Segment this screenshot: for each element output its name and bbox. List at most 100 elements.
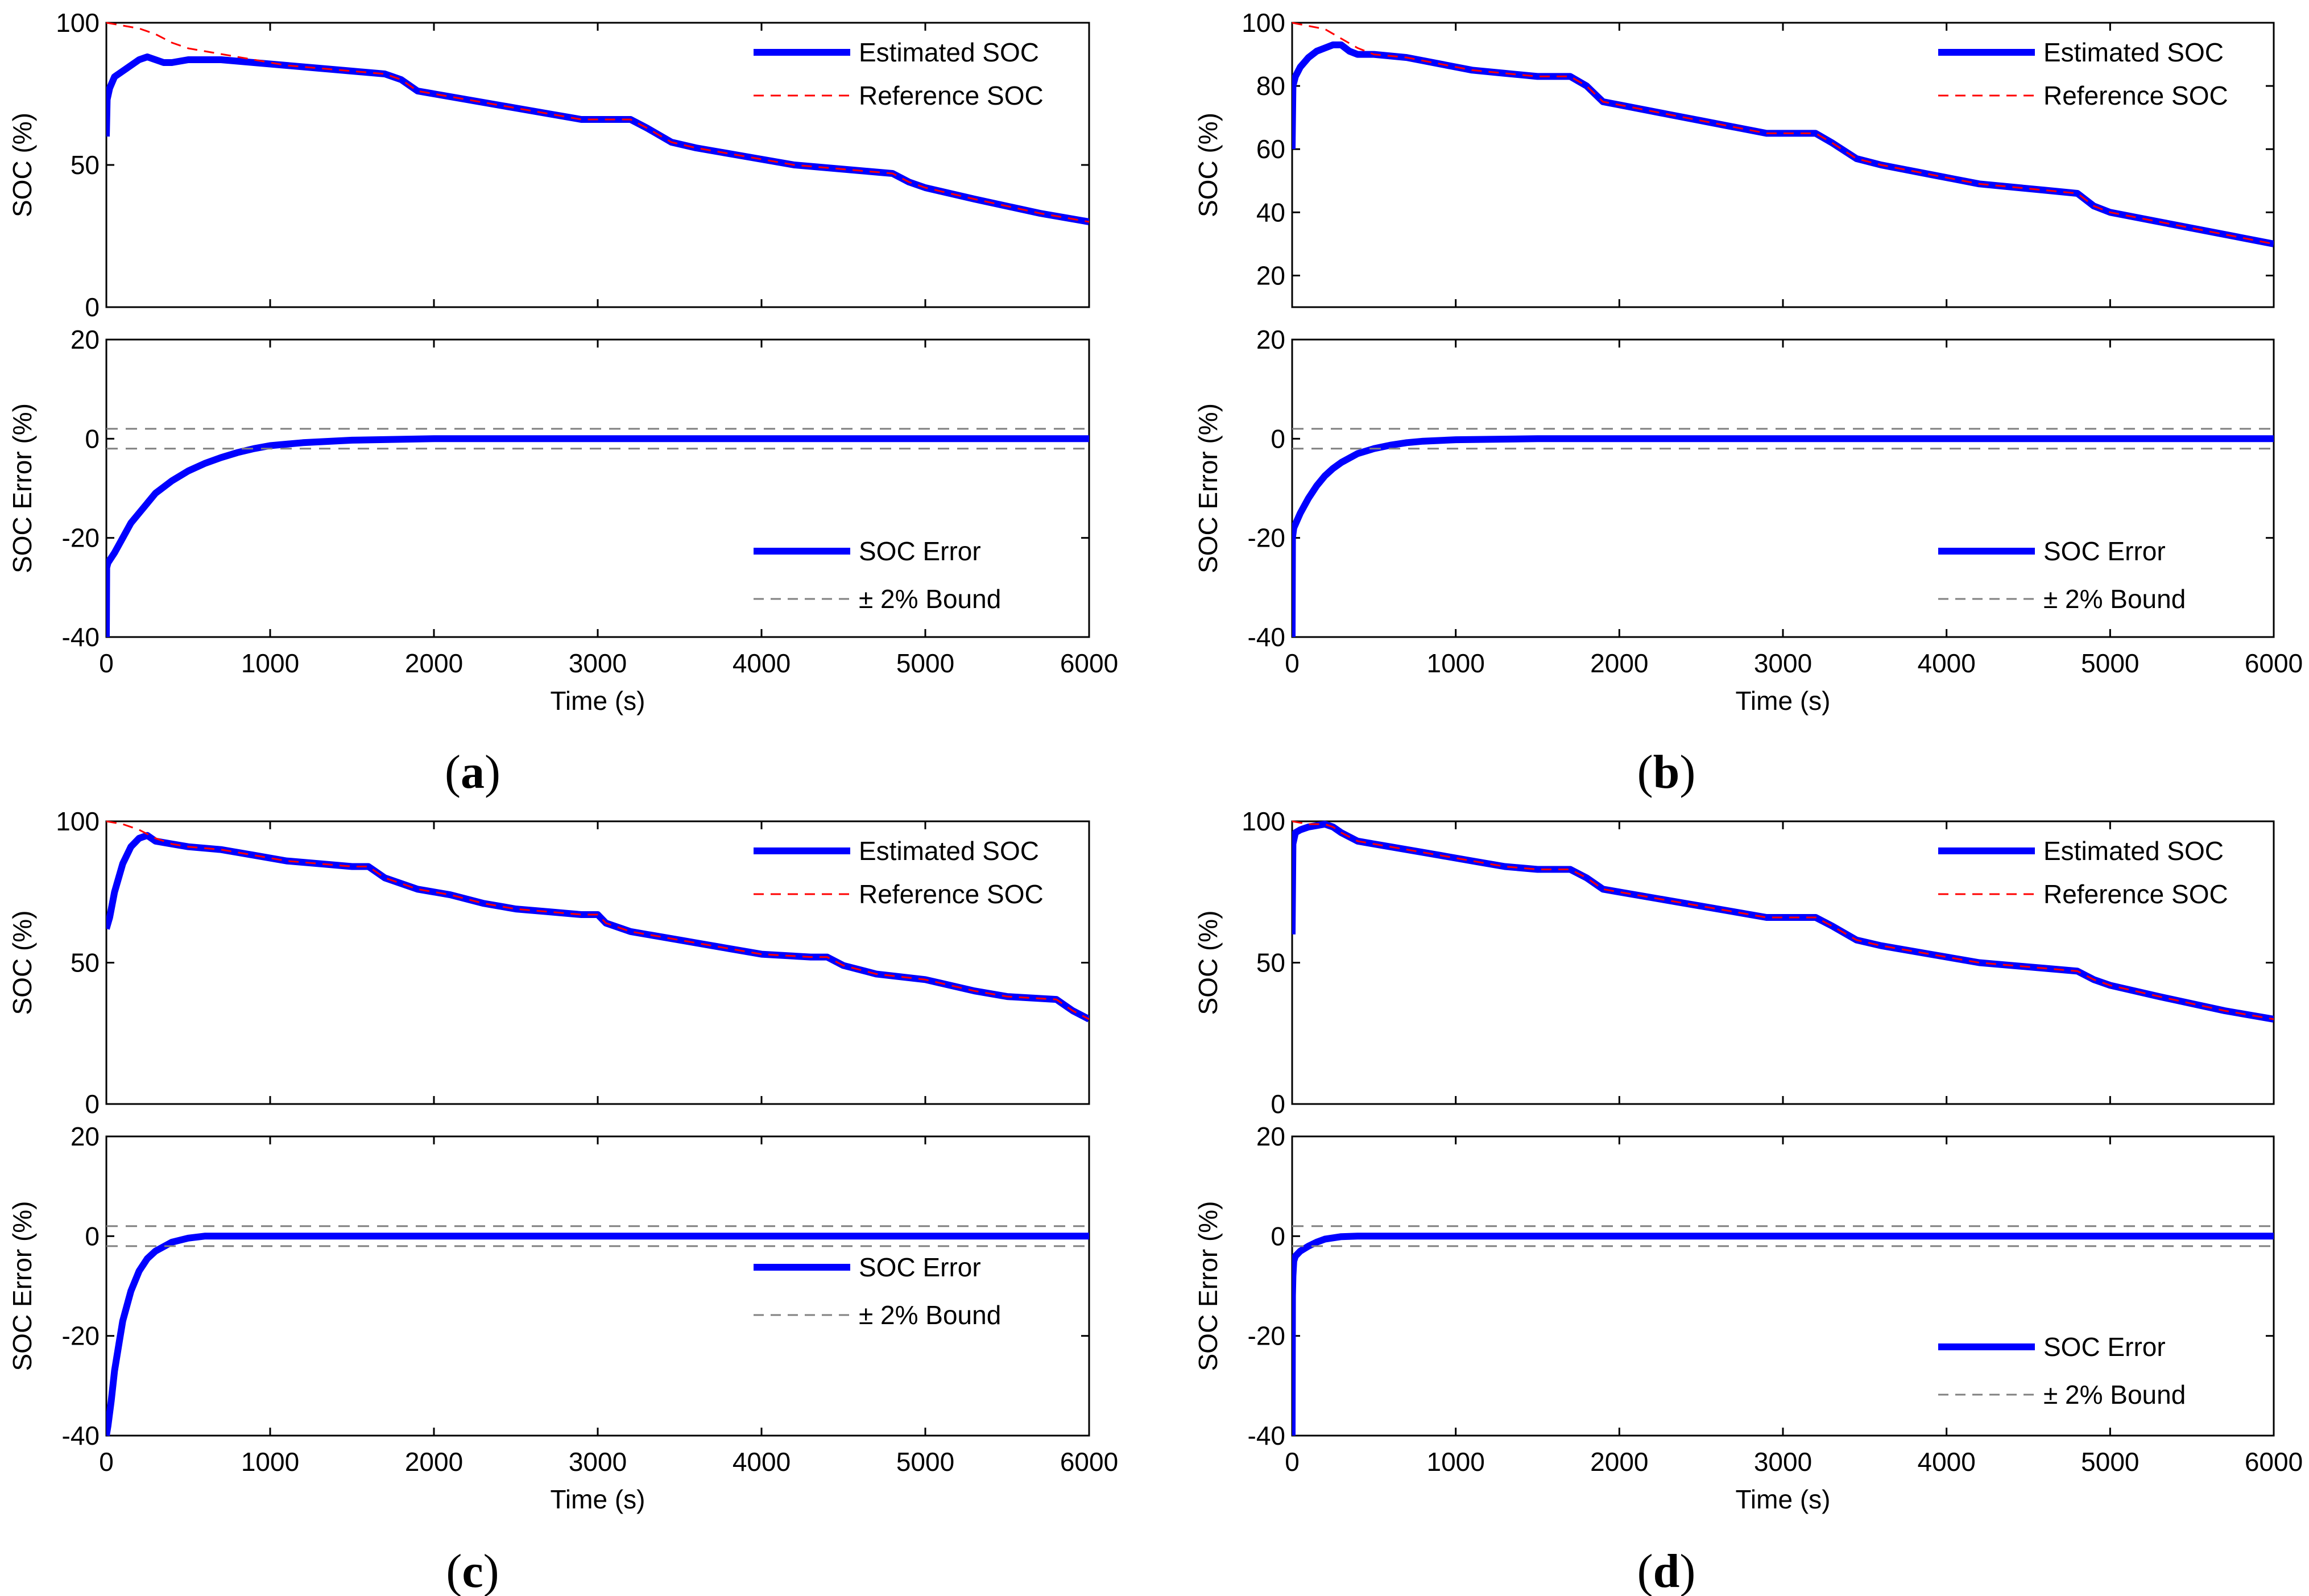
series-group (106, 820, 1089, 1023)
estimated-soc-line (106, 832, 1089, 1023)
legend-label: ± 2% Bound (2043, 584, 2186, 614)
y-tick-label: -40 (62, 622, 100, 652)
y-axis-label: SOC (%) (7, 911, 37, 1015)
x-tick-label: 6000 (2245, 648, 2303, 678)
x-tick-label: 2000 (405, 1447, 463, 1477)
y-tick-label: 60 (1256, 134, 1285, 164)
series-group (1292, 22, 2274, 247)
y-axis-label: SOC (%) (1193, 911, 1223, 1015)
legend-label: ± 2% Bound (859, 1300, 1001, 1330)
y-tick-label: 0 (85, 1089, 100, 1119)
x-tick-label: 4000 (733, 648, 791, 678)
panel-caption: (b) (1637, 746, 1696, 799)
soc-subplot: 0 50 100 SOC (%) Estimated SOC Reference SOC (7, 807, 1090, 1119)
reference-soc-line (106, 820, 1089, 1020)
x-tick-label: 5000 (896, 1447, 954, 1477)
legend-label: Reference SOC (2043, 879, 2228, 909)
legend: SOC Error ± 2% Bound (754, 1252, 1001, 1330)
series-group (106, 1225, 1089, 1436)
y-axis-label: SOC Error (%) (1193, 403, 1223, 573)
x-tick-label: 4000 (1917, 1447, 1975, 1477)
x-axis-label: Time (s) (551, 686, 645, 716)
soc-error-line (1292, 1233, 2274, 1436)
caption-open-paren: ( (1637, 746, 1653, 799)
y-tick-label: 80 (1256, 71, 1285, 101)
legend: SOC Error ± 2% Bound (1938, 536, 2186, 614)
x-tick-label: 3000 (569, 648, 627, 678)
legend-label: Estimated SOC (2043, 836, 2224, 866)
y-tick-label: -40 (62, 1421, 100, 1450)
reference-soc-line (1292, 820, 2274, 1020)
caption-open-paren: ( (445, 746, 461, 799)
legend: Estimated SOC Reference SOC (754, 836, 1044, 909)
y-tick-label: 20 (1256, 1122, 1285, 1151)
soc-error-subplot: 0 1000 2000 3000 4000 5000 6000 -40 -20 0 20 SOC Er… (1193, 325, 2303, 716)
soc-subplot: 20 40 60 80 100 SOC (%) Estimated SOC Reference… (1193, 8, 2275, 308)
y-axis-label: SOC (%) (1193, 113, 1223, 217)
x-tick-label: 5000 (896, 648, 954, 678)
y-tick-label: 50 (71, 150, 100, 180)
soc-subplot: 0 50 100 SOC (%) Estimated SOC Reference SOC (1193, 807, 2275, 1119)
x-axis-label: Time (s) (1736, 686, 1831, 716)
x-tick-label: 1000 (241, 1447, 299, 1477)
panel-caption: (d) (1637, 1545, 1696, 1596)
x-tick-label: 2000 (1590, 648, 1648, 678)
series-group (106, 428, 1089, 638)
caption-close-paren: ) (1679, 1545, 1695, 1596)
y-axis-label: SOC Error (%) (7, 403, 37, 573)
soc-error-line (106, 1233, 1089, 1436)
x-tick-label: 3000 (1754, 648, 1812, 678)
y-tick-label: 100 (56, 807, 100, 836)
legend: Estimated SOC Reference SOC (1938, 38, 2228, 110)
x-tick-label: 1000 (241, 648, 299, 678)
series-group (1292, 1225, 2274, 1436)
soc-error-line (106, 435, 1089, 638)
y-tick-label: 0 (85, 424, 100, 453)
legend-label: ± 2% Bound (859, 584, 1001, 614)
caption-close-paren: ) (483, 1545, 499, 1596)
y-tick-label: 100 (1242, 807, 1285, 836)
legend-label: Reference SOC (2043, 81, 2228, 110)
soc-error-subplot: 0 1000 2000 3000 4000 5000 6000 -40 -20 0 20 SOC Er… (1193, 1122, 2303, 1514)
x-tick-label: 6000 (2245, 1447, 2303, 1477)
caption-letter: a (461, 746, 485, 799)
x-tick-label: 1000 (1426, 1447, 1484, 1477)
y-tick-label: -40 (1248, 622, 1285, 652)
panel-d: 0 50 100 SOC (%) Estimated SOC Reference SOC0… (1193, 807, 2303, 1596)
y-axis-label: SOC (%) (7, 113, 37, 217)
y-tick-label: -40 (1248, 1421, 1285, 1450)
caption-open-paren: ( (446, 1545, 462, 1596)
caption-close-paren: ) (1679, 746, 1695, 799)
legend-label: SOC Error (2043, 536, 2166, 566)
legend-label: Estimated SOC (2043, 38, 2224, 67)
x-tick-label: 3000 (1754, 1447, 1812, 1477)
reference-soc-line (1292, 22, 2274, 245)
y-tick-label: 50 (1256, 948, 1285, 978)
reference-soc-line (106, 22, 1089, 223)
caption-close-paren: ) (485, 746, 500, 799)
legend-label: Estimated SOC (859, 836, 1039, 866)
x-axis-label: Time (s) (551, 1485, 645, 1514)
legend-label: SOC Error (2043, 1332, 2166, 1362)
x-tick-label: 6000 (1060, 1447, 1118, 1477)
x-tick-label: 5000 (2081, 1447, 2139, 1477)
legend-label: SOC Error (859, 1252, 981, 1282)
plot-frame (105, 1135, 1090, 1437)
soc-error-subplot: 0 1000 2000 3000 4000 5000 6000 -40 -20 0 20 SOC Er… (7, 1122, 1118, 1514)
y-tick-label: -20 (62, 523, 100, 553)
panel-caption: (c) (446, 1545, 499, 1596)
x-tick-label: 1000 (1426, 648, 1484, 678)
y-tick-label: -20 (62, 1321, 100, 1351)
x-tick-label: 0 (99, 1447, 114, 1477)
legend: Estimated SOC Reference SOC (754, 38, 1044, 110)
legend: Estimated SOC Reference SOC (1938, 836, 2228, 909)
caption-letter: c (462, 1545, 483, 1596)
series-group (1292, 820, 2274, 1023)
series-group (1292, 428, 2274, 638)
x-tick-label: 4000 (733, 1447, 791, 1477)
legend-label: Reference SOC (859, 81, 1044, 110)
y-tick-label: 0 (1271, 1089, 1285, 1119)
y-tick-label: 40 (1256, 197, 1285, 227)
